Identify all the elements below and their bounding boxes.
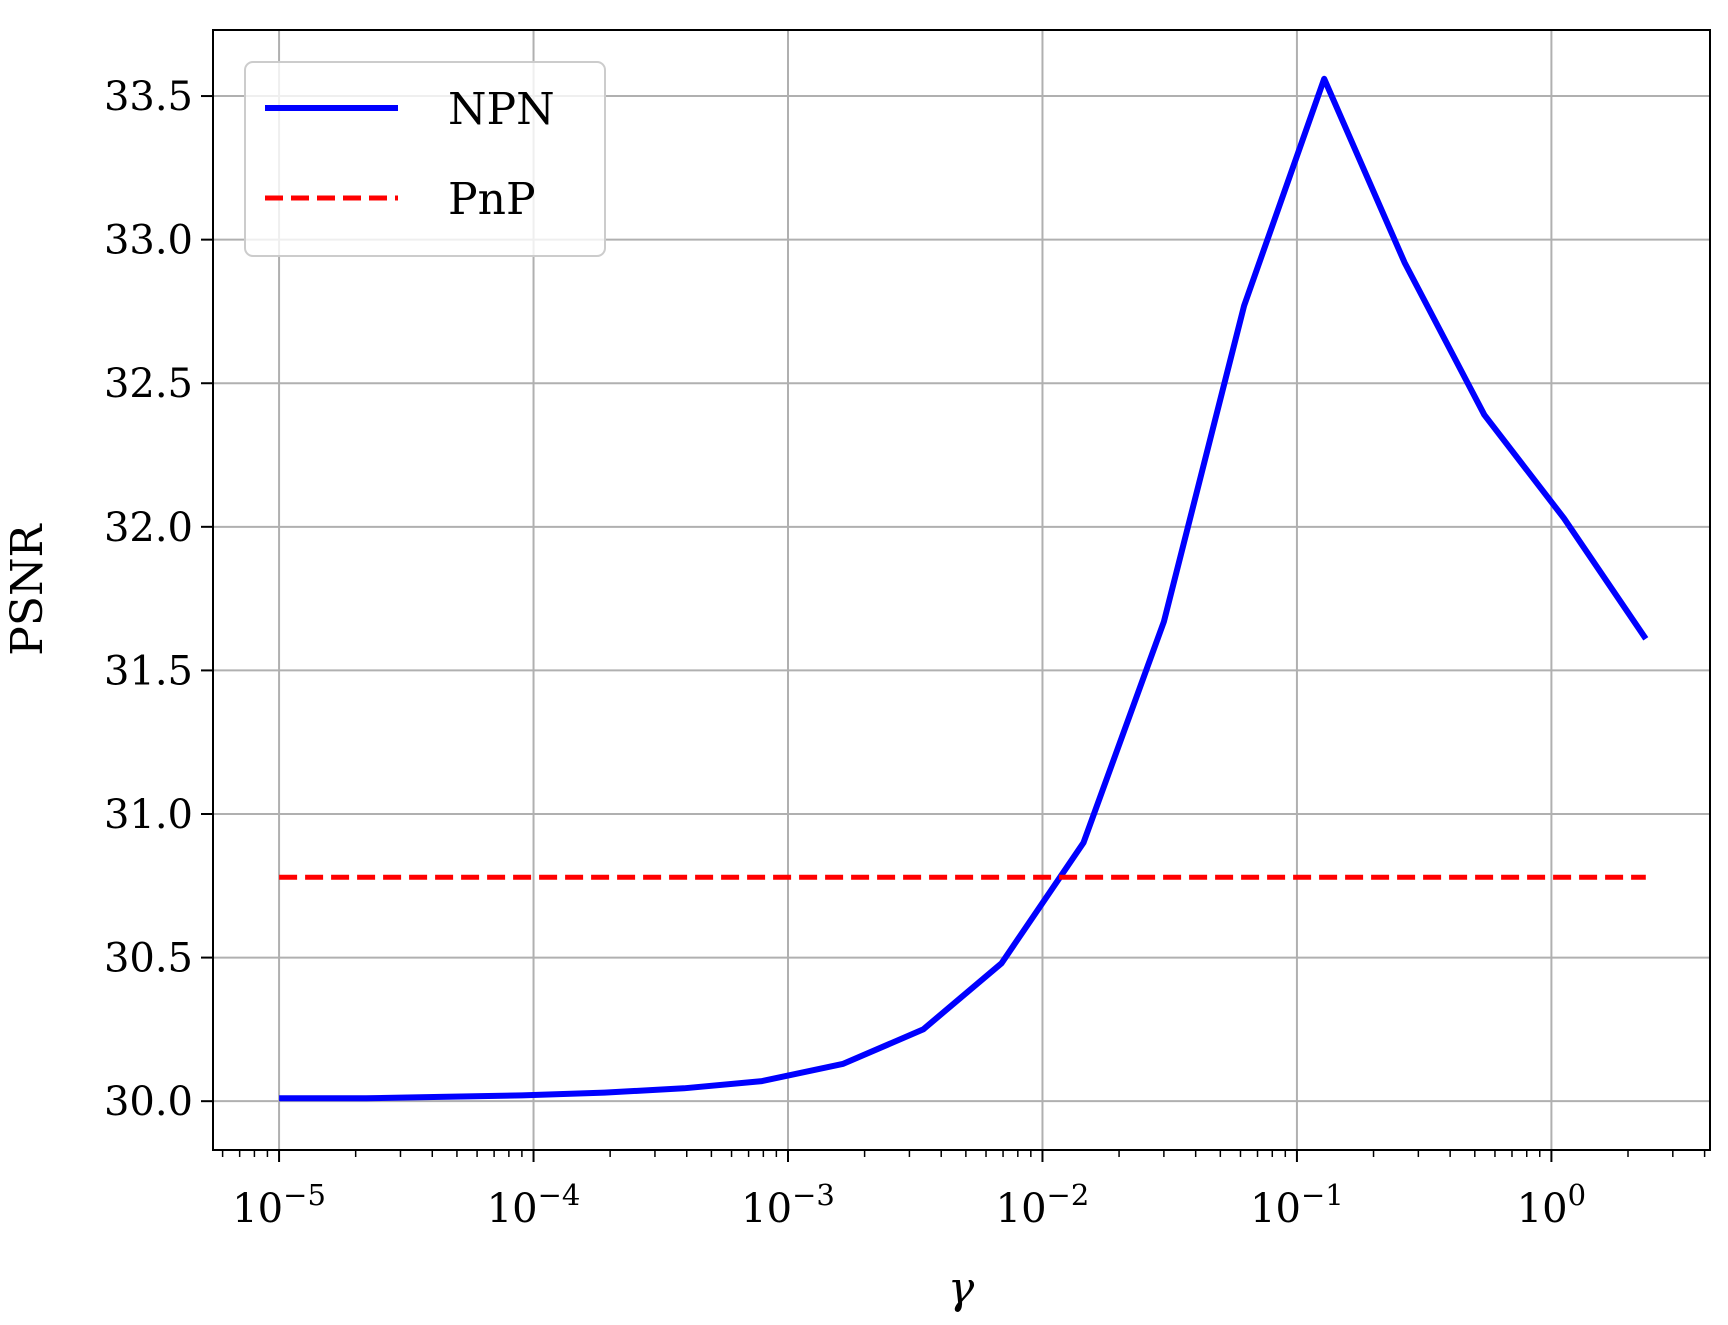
y-tick-label: 32.5: [104, 361, 193, 407]
y-tick-label: 31.5: [104, 648, 193, 694]
y-tick-label: 32.0: [104, 505, 193, 551]
y-axis: 30.0 30.5 31.0 31.5 32.0 32.5 33.0 33.5: [104, 74, 213, 1125]
x-tick-label: 100: [1517, 1178, 1586, 1232]
x-tick-label: 10−2: [996, 1178, 1090, 1232]
x-tick-label: 10−1: [1250, 1178, 1344, 1232]
legend-label-pnp: PnP: [448, 174, 536, 225]
series-line-npn: [279, 75, 1649, 1102]
y-tick-label: 33.5: [104, 74, 193, 120]
series-layer: [279, 75, 1649, 1102]
plot-frame: [212, 29, 1711, 1151]
legend-label-npn: NPN: [448, 84, 555, 135]
grid: [213, 30, 1710, 1150]
x-axis: 10−5 10−4 10−3 10−2 10−1 100: [221, 1150, 1706, 1232]
legend: NPN PnP: [244, 61, 606, 257]
x-tick-label: 10−3: [741, 1178, 835, 1232]
x-tick-label: 10−5: [232, 1178, 326, 1232]
y-tick-label: 33.0: [104, 218, 193, 264]
x-tick-label: 10−4: [487, 1178, 581, 1232]
y-axis-label: PSNR: [2, 522, 53, 655]
y-tick-label: 31.0: [104, 792, 193, 838]
y-tick-label: 30.5: [104, 936, 193, 982]
y-tick-label: 30.0: [104, 1079, 193, 1125]
x-axis-label: γ: [948, 1263, 975, 1314]
